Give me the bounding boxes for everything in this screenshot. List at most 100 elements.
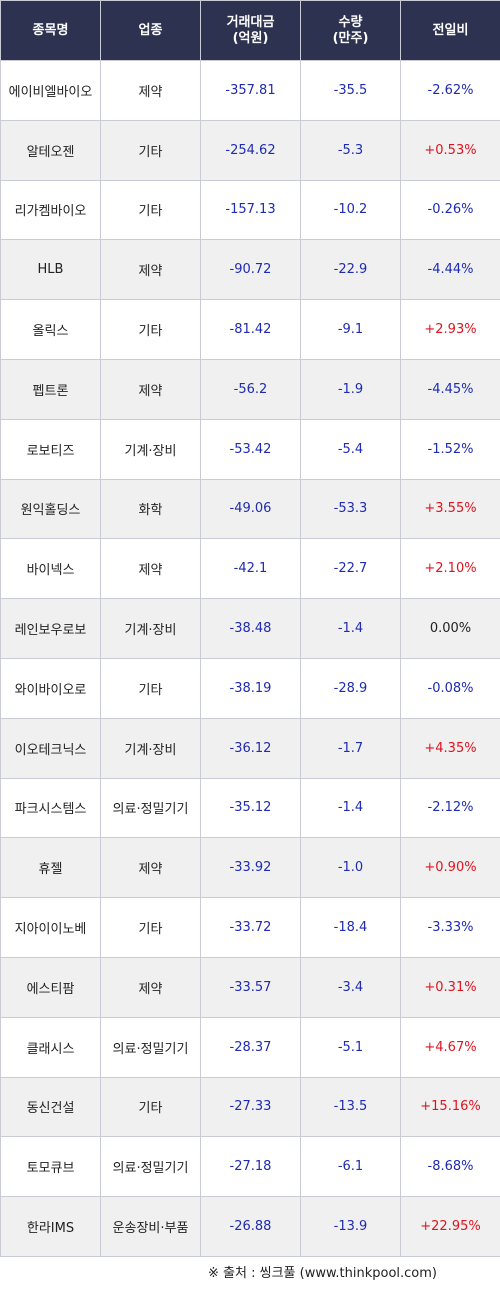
table-row: 한라IMS 운송장비·부품 -26.88 -13.9 +22.95%: [0, 1196, 500, 1257]
sector-cell: 기타: [100, 897, 201, 958]
table-row: 이오테크닉스 기계·장비 -36.12 -1.7 +4.35%: [0, 717, 500, 779]
trade-amount-cell: -36.12: [200, 717, 301, 779]
table-row: 에스티팜 제약 -33.57 -3.4 +0.31%: [0, 956, 500, 1018]
quantity-cell: -53.3: [300, 478, 401, 540]
table-row: HLB 제약 -90.72 -22.9 -4.44%: [0, 239, 500, 301]
stock-name-cell: 로보티즈: [0, 418, 101, 480]
quantity-cell: -5.3: [300, 119, 401, 181]
header-stock-name: 종목명: [0, 0, 101, 61]
sector-cell: 운송장비·부품: [100, 1196, 201, 1257]
quantity-cell: -9.1: [300, 299, 401, 360]
quantity-cell: -10.2: [300, 179, 401, 241]
table-row: 토모큐브 의료·정밀기기 -27.18 -6.1 -8.68%: [0, 1136, 500, 1198]
change-cell: -4.44%: [400, 239, 500, 301]
change-cell: +3.55%: [400, 478, 500, 540]
trade-amount-cell: -26.88: [200, 1196, 301, 1257]
change-cell: +2.10%: [400, 538, 500, 600]
header-row: 종목명 업종 거래대금 (억원) 수량 (만주) 전일비: [0, 0, 500, 61]
table-row: 지아이이노베 기타 -33.72 -18.4 -3.33%: [0, 897, 500, 958]
stock-table: 종목명 업종 거래대금 (억원) 수량 (만주) 전일비 에이비엘바이오 제약 -3…: [0, 0, 500, 1257]
table-row: 휴젤 제약 -33.92 -1.0 +0.90%: [0, 837, 500, 899]
stock-name-cell: 에이비엘바이오: [0, 60, 101, 121]
trade-amount-cell: -357.81: [200, 60, 301, 121]
change-cell: -3.33%: [400, 897, 500, 958]
change-cell: -0.26%: [400, 179, 500, 241]
sector-cell: 기타: [100, 119, 201, 181]
trade-amount-cell: -27.18: [200, 1136, 301, 1198]
change-cell: +4.35%: [400, 717, 500, 779]
quantity-cell: -6.1: [300, 1136, 401, 1198]
quantity-cell: -35.5: [300, 60, 401, 121]
stock-name-cell: 파크시스템스: [0, 777, 101, 839]
sector-cell: 기타: [100, 1076, 201, 1138]
table-row: 와이바이오로 기타 -38.19 -28.9 -0.08%: [0, 657, 500, 719]
sector-cell: 제약: [100, 239, 201, 301]
quantity-cell: -1.4: [300, 777, 401, 839]
change-cell: -1.52%: [400, 418, 500, 480]
table-body: 에이비엘바이오 제약 -357.81 -35.5 -2.62% 알테오젠 기타 -254.62…: [0, 60, 500, 1257]
stock-name-cell: 에스티팜: [0, 956, 101, 1018]
change-cell: -2.62%: [400, 60, 500, 121]
quantity-cell: -22.7: [300, 538, 401, 600]
sector-cell: 제약: [100, 538, 201, 600]
header-change: 전일비: [400, 0, 500, 61]
stock-name-cell: 지아이이노베: [0, 897, 101, 958]
change-cell: +0.90%: [400, 837, 500, 899]
change-cell: 0.00%: [400, 598, 500, 659]
trade-amount-cell: -42.1: [200, 538, 301, 600]
stock-name-cell: HLB: [0, 239, 101, 301]
header-trade-amount: 거래대금 (억원): [200, 0, 301, 61]
trade-amount-cell: -254.62: [200, 119, 301, 181]
table-row: 바이넥스 제약 -42.1 -22.7 +2.10%: [0, 538, 500, 600]
sector-cell: 제약: [100, 956, 201, 1018]
trade-amount-cell: -56.2: [200, 358, 301, 420]
stock-name-cell: 토모큐브: [0, 1136, 101, 1198]
table-row: 동신건설 기타 -27.33 -13.5 +15.16%: [0, 1076, 500, 1138]
change-cell: +2.93%: [400, 299, 500, 360]
table-row: 펩트론 제약 -56.2 -1.9 -4.45%: [0, 358, 500, 420]
trade-amount-cell: -157.13: [200, 179, 301, 241]
stock-name-cell: 알테오젠: [0, 119, 101, 181]
sector-cell: 의료·정밀기기: [100, 1136, 201, 1198]
quantity-cell: -18.4: [300, 897, 401, 958]
sector-cell: 기계·장비: [100, 598, 201, 659]
sector-cell: 의료·정밀기기: [100, 1016, 201, 1078]
quantity-cell: -22.9: [300, 239, 401, 301]
change-cell: -0.08%: [400, 657, 500, 719]
quantity-cell: -13.5: [300, 1076, 401, 1138]
sector-cell: 의료·정밀기기: [100, 777, 201, 839]
table-row: 알테오젠 기타 -254.62 -5.3 +0.53%: [0, 119, 500, 181]
sector-cell: 제약: [100, 60, 201, 121]
stock-name-cell: 레인보우로보: [0, 598, 101, 659]
trade-amount-cell: -49.06: [200, 478, 301, 540]
quantity-cell: -1.7: [300, 717, 401, 779]
quantity-cell: -1.4: [300, 598, 401, 659]
table-row: 원익홀딩스 화학 -49.06 -53.3 +3.55%: [0, 478, 500, 540]
change-cell: -2.12%: [400, 777, 500, 839]
stock-name-cell: 이오테크닉스: [0, 717, 101, 779]
trade-amount-cell: -81.42: [200, 299, 301, 360]
stock-name-cell: 한라IMS: [0, 1196, 101, 1257]
source-note: ※ 출처 : 씽크풀 (www.thinkpool.com): [208, 1265, 437, 1281]
trade-amount-cell: -33.57: [200, 956, 301, 1018]
change-cell: -8.68%: [400, 1136, 500, 1198]
stock-name-cell: 펩트론: [0, 358, 101, 420]
sector-cell: 기계·장비: [100, 418, 201, 480]
change-cell: +0.31%: [400, 956, 500, 1018]
table-row: 로보티즈 기계·장비 -53.42 -5.4 -1.52%: [0, 418, 500, 480]
trade-amount-cell: -90.72: [200, 239, 301, 301]
trade-amount-cell: -33.92: [200, 837, 301, 899]
header-quantity: 수량 (만주): [300, 0, 401, 61]
trade-amount-cell: -38.19: [200, 657, 301, 719]
trade-amount-cell: -33.72: [200, 897, 301, 958]
stock-name-cell: 클래시스: [0, 1016, 101, 1078]
table-row: 레인보우로보 기계·장비 -38.48 -1.4 0.00%: [0, 598, 500, 659]
quantity-cell: -5.1: [300, 1016, 401, 1078]
header-sector: 업종: [100, 0, 201, 61]
change-cell: +0.53%: [400, 119, 500, 181]
trade-amount-cell: -35.12: [200, 777, 301, 839]
sector-cell: 기계·장비: [100, 717, 201, 779]
stock-name-cell: 와이바이오로: [0, 657, 101, 719]
table-row: 파크시스템스 의료·정밀기기 -35.12 -1.4 -2.12%: [0, 777, 500, 839]
quantity-cell: -3.4: [300, 956, 401, 1018]
